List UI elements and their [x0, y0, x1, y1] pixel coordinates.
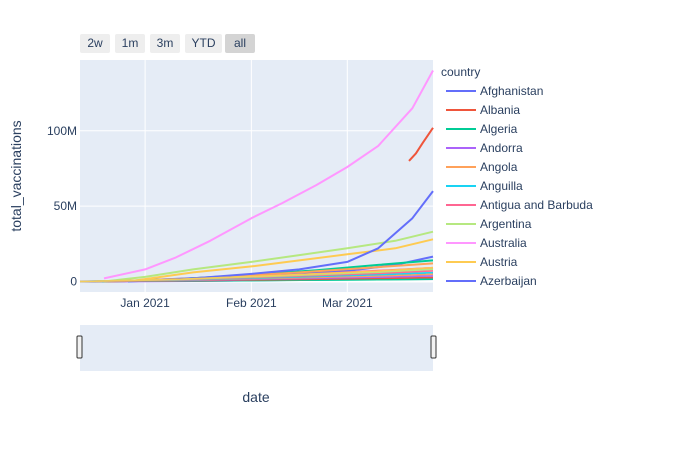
y-tick-label: 50M [54, 199, 77, 213]
legend-title: country [441, 65, 480, 79]
legend-item[interactable]: Angola [480, 160, 518, 174]
y-tick-labels: 0 50M 100M [47, 124, 77, 289]
y-axis-title: total_vaccinations [8, 120, 24, 231]
series-line [103, 230, 434, 283]
range-slider-handle-right[interactable] [430, 335, 437, 359]
y-tick-label: 100M [47, 124, 77, 138]
legend-item[interactable]: Antigua and Barbuda [480, 198, 593, 212]
y-tick-label: 0 [70, 274, 77, 288]
range-button-2w[interactable]: 2w [80, 34, 110, 53]
range-slider-track[interactable] [80, 325, 433, 371]
range-button-1m[interactable]: 1m [115, 34, 145, 53]
series-lines [79, 70, 434, 283]
range-button-ytd[interactable]: YTD [185, 34, 222, 53]
legend-item[interactable]: Anguilla [480, 179, 523, 193]
range-slider[interactable] [76, 325, 437, 371]
x-tick-label: Feb 2021 [226, 296, 277, 310]
range-button-3m[interactable]: 3m [150, 34, 180, 53]
series-line [127, 238, 434, 283]
legend-item[interactable]: Argentina [480, 217, 532, 231]
x-tick-label: Mar 2021 [322, 296, 373, 310]
series-line [79, 266, 434, 283]
legend-item[interactable]: Australia [480, 236, 527, 250]
plot-area [80, 60, 433, 292]
series-line [103, 70, 434, 280]
range-slider-handle-left[interactable] [76, 335, 83, 359]
legend-item[interactable]: Afghanistan [480, 84, 543, 98]
legend-item[interactable]: Azerbaijan [480, 274, 537, 288]
legend: Afghanistan Albania Algeria Andorra Angola An… [446, 84, 593, 288]
range-button-all[interactable]: all [225, 34, 255, 53]
x-axis-title: date [242, 389, 269, 405]
legend-item[interactable]: Austria [480, 255, 518, 269]
legend-item[interactable]: Andorra [480, 141, 523, 155]
series-line [408, 127, 434, 162]
x-tick-labels: Jan 2021 Feb 2021 Mar 2021 [120, 296, 373, 310]
x-tick-label: Jan 2021 [120, 296, 170, 310]
legend-item[interactable]: Albania [480, 103, 520, 117]
legend-item[interactable]: Algeria [480, 122, 518, 136]
